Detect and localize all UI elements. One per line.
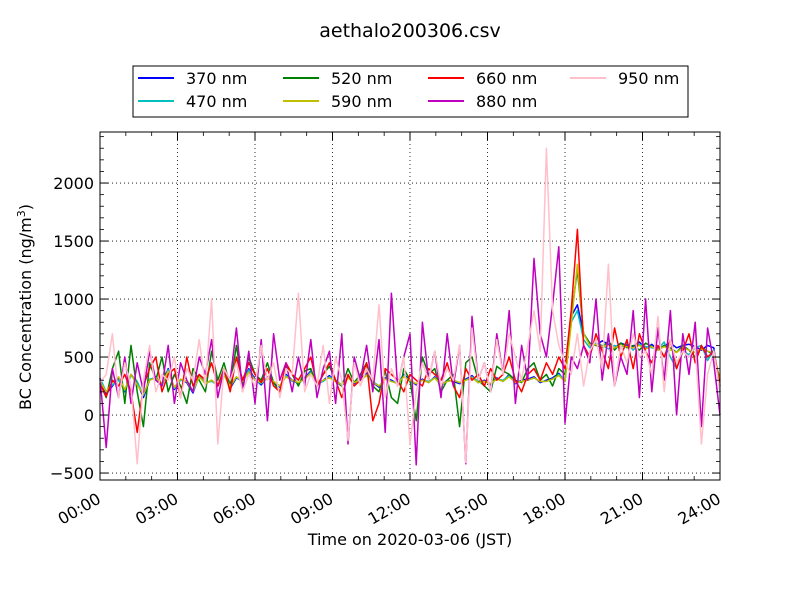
x-tick-label: 21:00 xyxy=(597,489,646,529)
y-tick-label: 1000 xyxy=(53,290,94,309)
grid xyxy=(99,132,721,480)
x-tick-label: 12:00 xyxy=(365,489,414,529)
x-tick-label: 00:00 xyxy=(55,489,104,529)
legend-label: 370 nm xyxy=(186,69,247,88)
legend-label: 880 nm xyxy=(476,92,537,111)
x-tick-label: 15:00 xyxy=(442,489,491,529)
series-line-590-nm xyxy=(99,263,721,395)
y-tick-label: 1500 xyxy=(53,232,94,251)
series-line-660-nm xyxy=(99,228,721,434)
legend-label: 590 nm xyxy=(331,92,392,111)
y-axis-label-tail: ) xyxy=(16,204,35,210)
legend-box xyxy=(132,65,689,118)
y-tick-label: 0 xyxy=(84,406,94,425)
y-axis-label-main: BC Concentration (ng/m xyxy=(16,217,35,410)
plot-area: −500 0 500 1000 1500 2000 00:00 03:00 06:00 09:00… xyxy=(50,131,724,529)
legend-label: 660 nm xyxy=(476,69,537,88)
y-axis-label: BC Concentration (ng/m3) xyxy=(15,204,35,410)
series-line-950-nm xyxy=(99,147,721,465)
legend: 370 nm 470 nm 520 nm 590 nm 660 nm 880 nm 950 … xyxy=(132,65,689,118)
ticks: −500 0 500 1000 1500 2000 00:00 03:00 06:00 09:00… xyxy=(50,132,724,529)
x-tick-label: 06:00 xyxy=(210,489,259,529)
y-tick-label: 2000 xyxy=(53,174,94,193)
legend-label: 520 nm xyxy=(331,69,392,88)
y-axis-label-sup: 3 xyxy=(15,210,28,217)
y-tick-label: 500 xyxy=(63,348,94,367)
x-axis-label: Time on 2020-03-06 (JST) xyxy=(307,530,512,549)
x-tick-label: 09:00 xyxy=(287,489,336,529)
y-tick-label: −500 xyxy=(50,464,94,483)
legend-label: 950 nm xyxy=(618,69,679,88)
x-tick-label: 18:00 xyxy=(520,489,569,529)
series-layer xyxy=(99,147,721,466)
legend-label: 470 nm xyxy=(186,92,247,111)
x-tick-label: 24:00 xyxy=(675,489,724,529)
chart-title: aethalo200306.csv xyxy=(319,20,501,42)
x-tick-label: 03:00 xyxy=(132,489,181,529)
